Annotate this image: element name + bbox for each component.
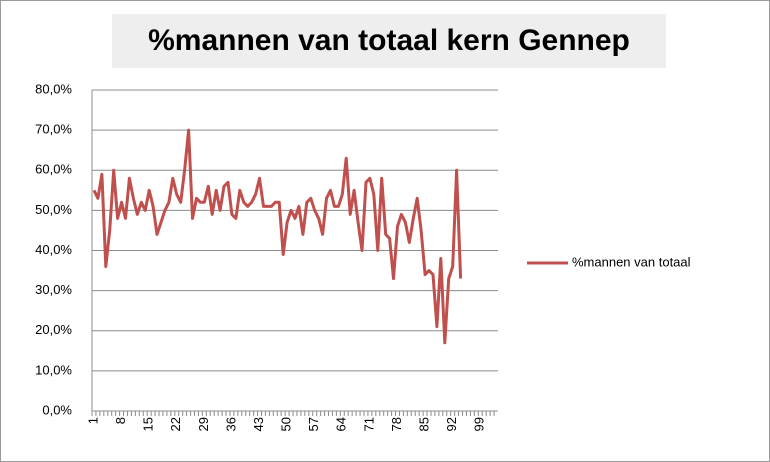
x-tick-label: 85 [417,417,432,431]
x-tick-label: 22 [168,417,183,431]
x-tick-label: 78 [389,417,404,431]
x-tick-label: 71 [361,417,376,431]
y-tick-label: 30,0% [35,282,72,297]
x-tick-label: 92 [444,417,459,431]
x-tick-label: 29 [196,417,211,431]
y-tick-label: 80,0% [35,81,72,96]
title-box [112,14,666,68]
legend-label: %mannen van totaal [572,254,691,269]
x-tick-label: 8 [113,417,128,424]
y-tick-label: 10,0% [35,362,72,377]
y-tick-label: 20,0% [35,322,72,337]
x-tick-label: 64 [334,417,349,431]
x-tick-label: 43 [251,417,266,431]
y-tick-label: 60,0% [35,162,72,177]
y-tick-label: 40,0% [35,242,72,257]
x-tick-label: 15 [141,417,156,431]
x-tick-label: 57 [306,417,321,431]
y-tick-label: 70,0% [35,122,72,137]
x-tick-label: 36 [223,417,238,431]
x-tick-label: 50 [279,417,294,431]
x-tick-label: 99 [472,417,487,431]
y-tick-label: 0,0% [42,402,72,417]
line-series [92,128,463,345]
x-tick-label: 1 [85,417,100,424]
chart-title: %mannen van totaal kern Gennep [148,24,630,57]
y-tick-label: 50,0% [35,202,72,217]
